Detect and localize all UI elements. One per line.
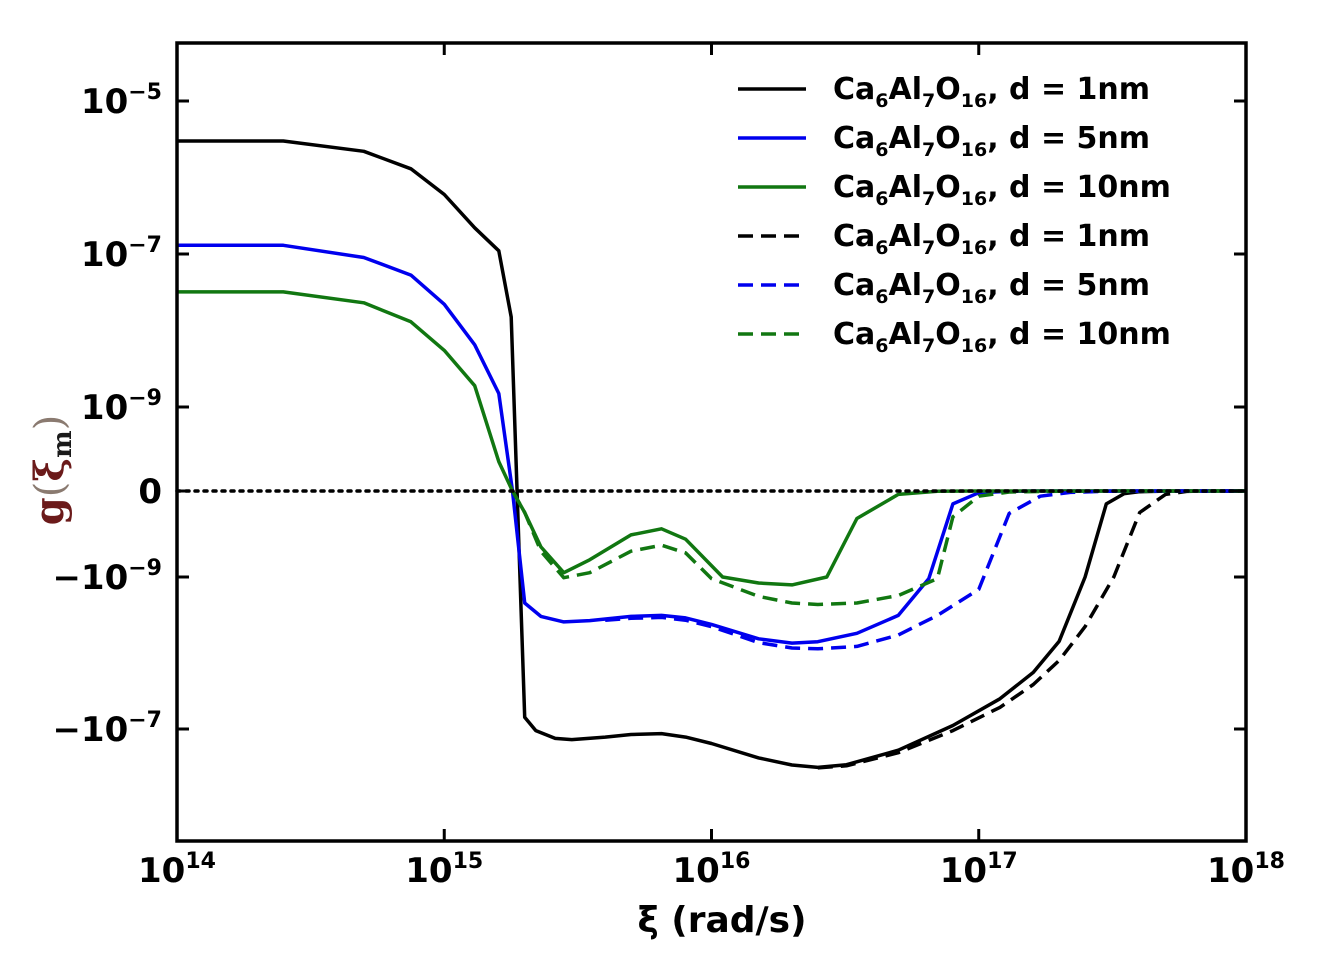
plot-frame xyxy=(175,41,1248,843)
legend: Ca6Al7O16, d = 1nm Ca6Al7O16, d = 5nm Ca6A… xyxy=(738,72,1171,357)
series-line-2-solid xyxy=(177,243,1246,645)
series-line-6-dashed xyxy=(510,489,1246,607)
y-axis-title-symbol: ξ xyxy=(26,458,73,482)
x-axis-title: ξ (rad/s) xyxy=(637,900,806,941)
legend-label: Ca6Al7O16, d = 5nm xyxy=(833,121,1150,161)
legend-label: Ca6Al7O16, d = 10nm xyxy=(833,170,1171,210)
legend-label: Ca6Al7O16, d = 5nm xyxy=(833,268,1150,308)
series-line-1-solid xyxy=(177,139,1246,770)
x-tick-label: 1017 xyxy=(940,849,1018,891)
x-tick-label: 1018 xyxy=(1207,849,1285,891)
x-tick-label: 1016 xyxy=(673,849,751,891)
y-tick-label: 10−9 xyxy=(81,386,162,428)
y-tick-label: −10−9 xyxy=(52,556,162,598)
y-tick-label: 10−7 xyxy=(81,233,162,275)
y-axis-title-subscript: m xyxy=(48,430,78,458)
tick-layer: 1014 1015 1016 1017 1018 10−5 10−7 10−9 0 −10−9 −1… xyxy=(52,43,1285,891)
y-tick-label: 10−5 xyxy=(81,80,162,122)
svg-text:g(ξm): g(ξm) xyxy=(26,415,78,525)
x-tick-label: 1014 xyxy=(138,849,216,891)
series-line-3-solid xyxy=(177,290,1246,587)
legend-label: Ca6Al7O16, d = 1nm xyxy=(833,219,1150,259)
y-axis-title: g(ξm) xyxy=(26,415,78,525)
y-tick-label: −10−7 xyxy=(52,708,162,750)
legend-label: Ca6Al7O16, d = 10nm xyxy=(833,317,1171,357)
legend-label: Ca6Al7O16, d = 1nm xyxy=(833,72,1150,112)
y-axis-title-main: g xyxy=(26,497,73,525)
series-line-4-dashed xyxy=(817,489,1246,770)
x-tick-label: 1015 xyxy=(405,849,483,891)
y-tick-label: 0 xyxy=(138,472,162,512)
